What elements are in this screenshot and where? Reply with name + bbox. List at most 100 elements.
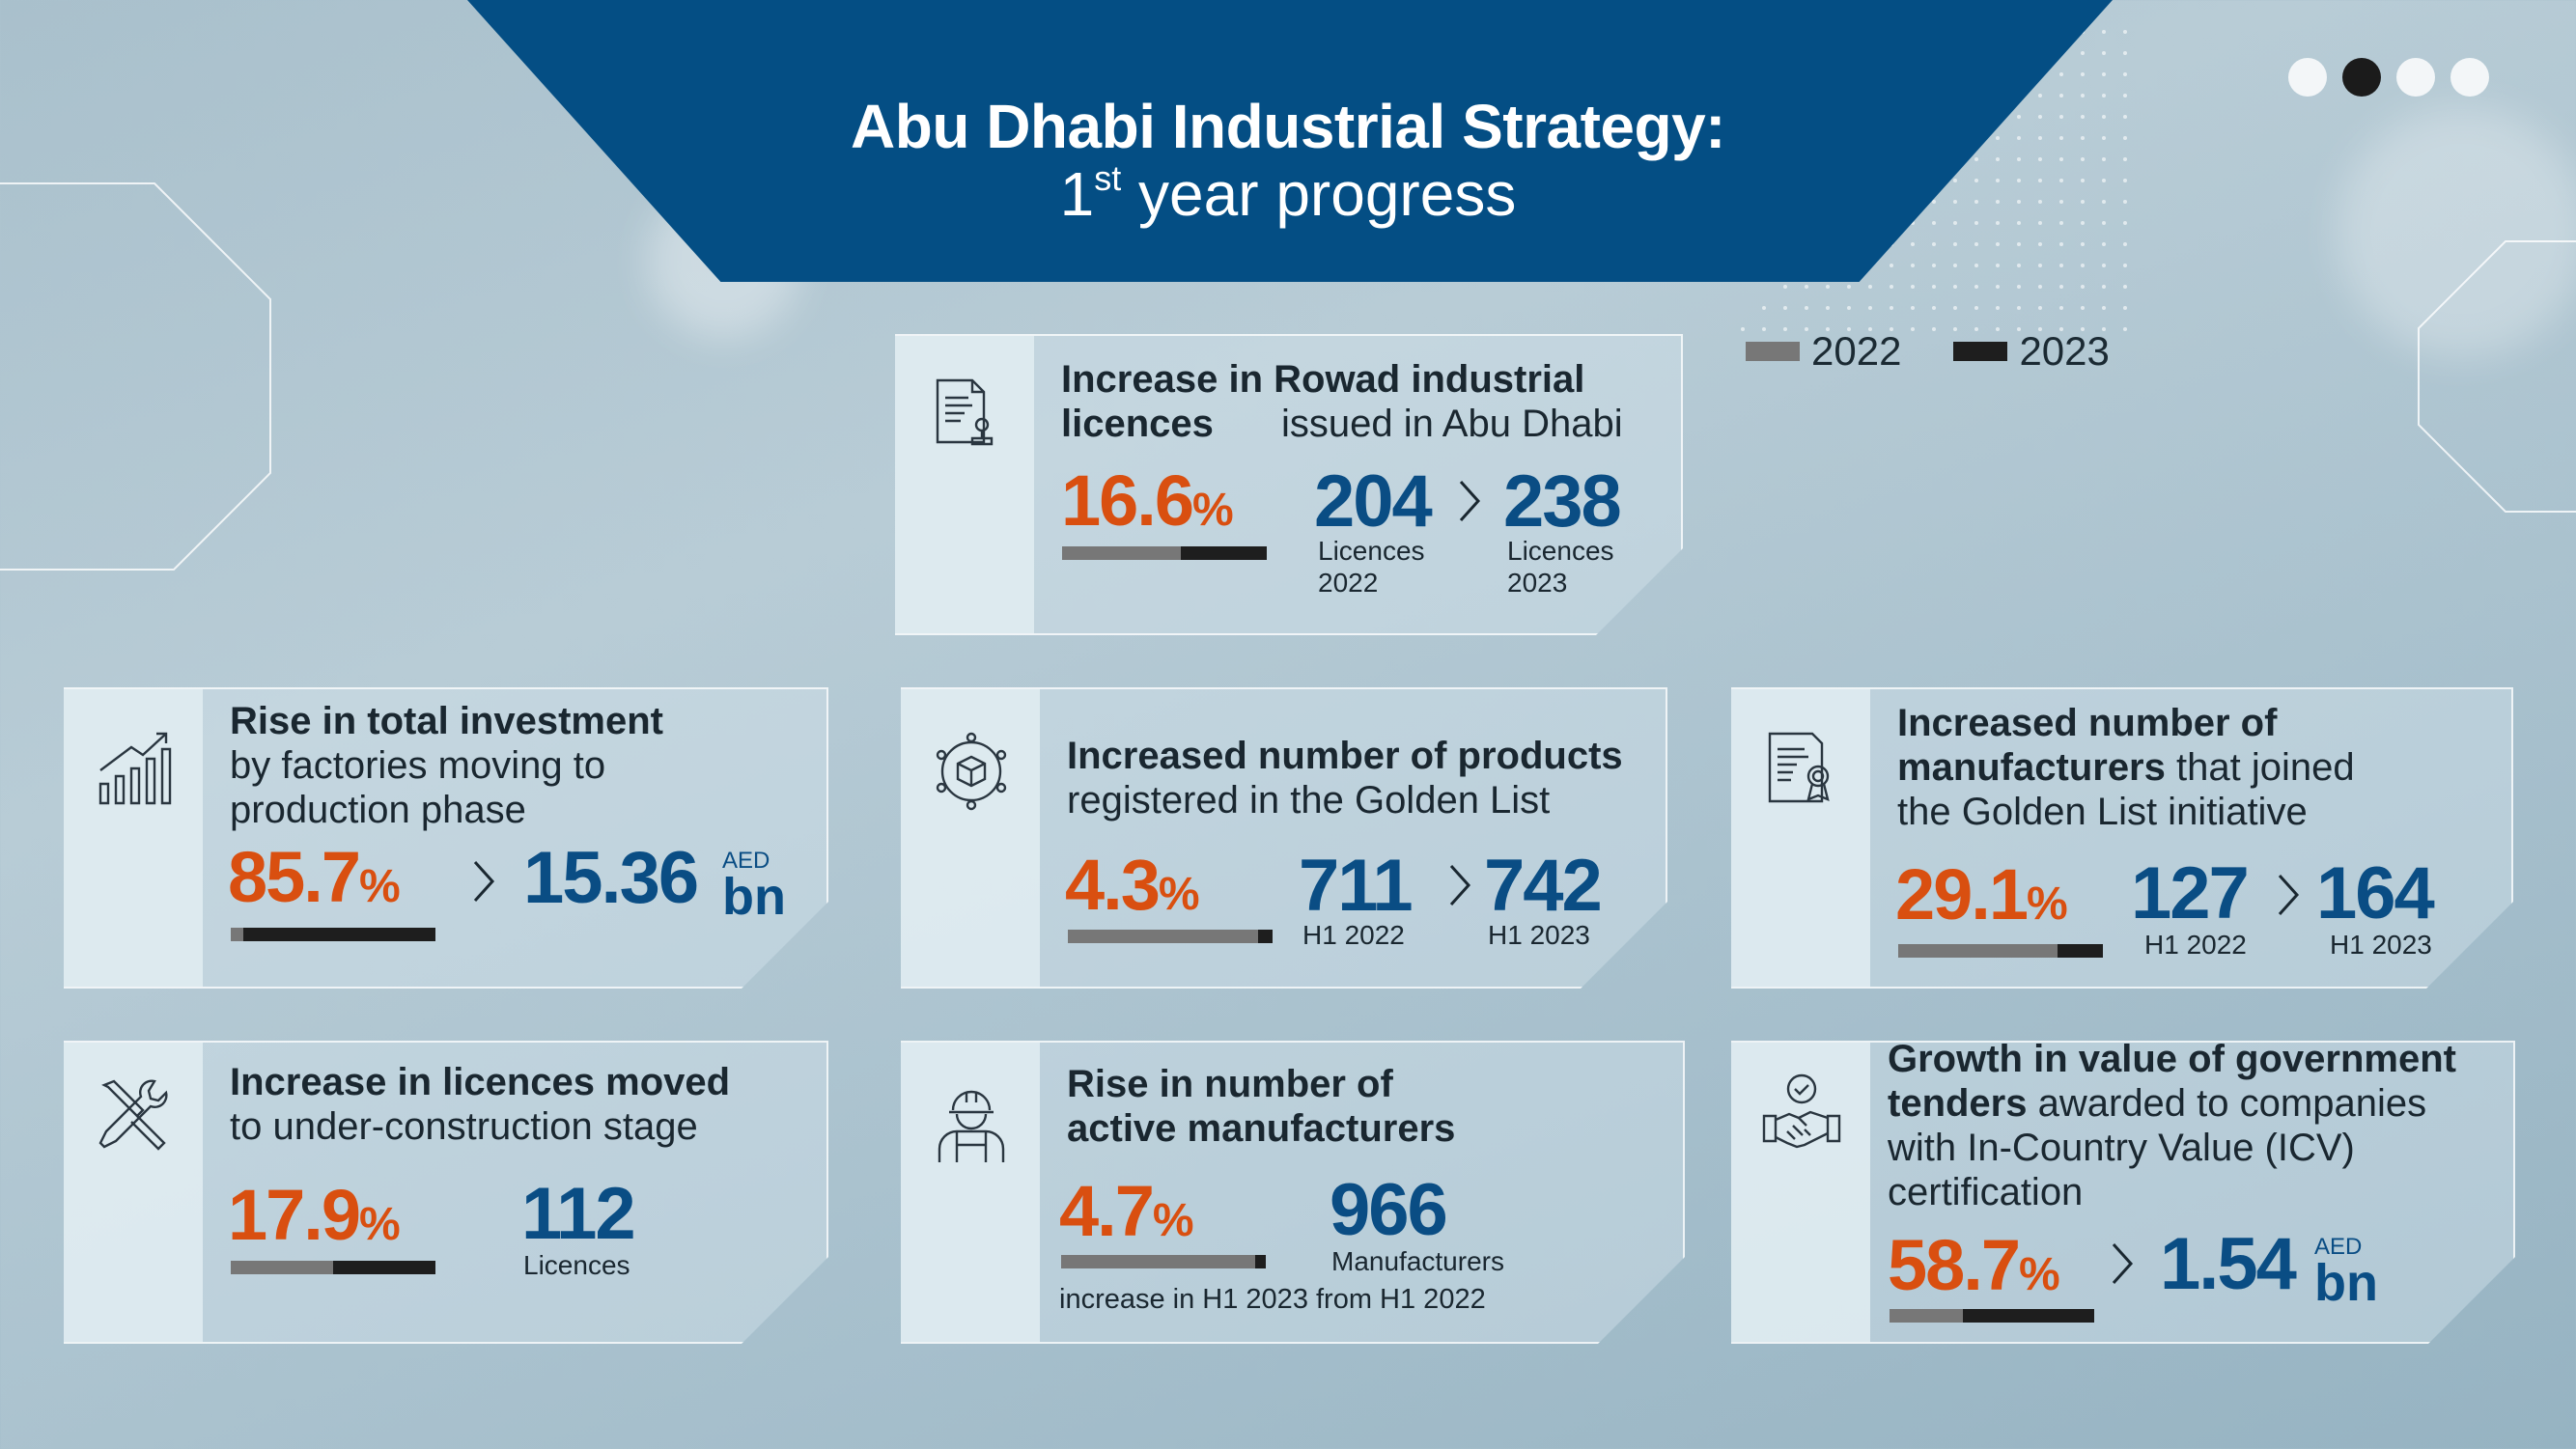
from-label: H1 2022: [2144, 929, 2247, 961]
card-title-line2: by factories moving to: [230, 743, 663, 788]
percentage-sign: %: [359, 1199, 401, 1250]
to-label-line2: 2023: [1507, 567, 1614, 599]
progress-bar: [231, 1261, 435, 1274]
card-title-bold: Increased number of: [1897, 701, 2355, 745]
from-label-line1: Licences: [1318, 535, 1425, 567]
pagination-dot-1[interactable]: [2288, 58, 2327, 97]
percentage-number: 16.6: [1061, 460, 1192, 541]
currency-unit: AED bn: [2314, 1236, 2378, 1307]
legend-swatch-2022: [1746, 342, 1800, 361]
card-title-line3: with In-Country Value (ICV): [1888, 1126, 2456, 1170]
progress-bar: [1068, 930, 1273, 943]
page-title: Abu Dhabi Industrial Strategy:: [0, 91, 2576, 162]
from-value: 127: [2131, 851, 2248, 935]
percentage-sign: %: [1153, 1195, 1194, 1246]
card-title-bold: Increased number of products: [1067, 734, 1623, 778]
card-active-manufacturers: Rise in number of active manufacturers 4…: [901, 1041, 1685, 1344]
percentage-sign: %: [359, 861, 401, 912]
progress-bar: [1062, 546, 1267, 560]
percentage-value: 17.9%: [228, 1174, 401, 1256]
percentage-sign: %: [1159, 869, 1200, 920]
document-stamp-icon: [924, 375, 1007, 458]
product-network-icon: [930, 730, 1013, 813]
card-total-investment: Rise in total investment by factories mo…: [64, 687, 828, 989]
progress-bar: [1898, 944, 2103, 958]
from-value: 204: [1314, 460, 1431, 543]
currency-bn: bn: [2314, 1259, 2378, 1307]
currency-unit: AED bn: [722, 850, 786, 921]
progress-bar-fill: [1068, 930, 1258, 943]
card-title-bold: Rise in number of: [1067, 1062, 1455, 1106]
card-title-rest: issued in Abu Dhabi: [1281, 402, 1623, 446]
investment-value: 15.36: [523, 836, 697, 920]
card-title-rest-2: that joined: [2166, 746, 2355, 789]
progress-bar-fill: [231, 1261, 333, 1274]
chevron-right-icon: [2110, 1241, 2135, 1286]
to-label-line1: Licences: [1507, 535, 1614, 567]
from-label: H1 2022: [1302, 919, 1405, 951]
pagination-dots: [2288, 58, 2489, 97]
page-subtitle: 1st year progress: [0, 158, 2576, 230]
card-title-bold-2: manufacturers: [1897, 746, 2166, 789]
percentage-number: 29.1: [1895, 854, 2027, 934]
percentage-value: 16.6%: [1061, 460, 1234, 542]
currency-bn: bn: [722, 873, 786, 921]
from-value: 711: [1299, 844, 1412, 928]
to-label: Licences 2023: [1507, 535, 1614, 599]
from-label: Licences 2022: [1318, 535, 1425, 599]
handshake-icon: [1760, 1072, 1843, 1155]
card-title-line4: certification: [1888, 1170, 2456, 1214]
to-value: 238: [1503, 460, 1620, 543]
legend-item-2022: 2022: [1746, 328, 1901, 375]
footnote: increase in H1 2023 from H1 2022: [1059, 1284, 1486, 1316]
card-title-line3: the Golden List initiative: [1897, 790, 2355, 834]
progress-bar: [231, 928, 435, 941]
progress-bar-fill: [1890, 1309, 1963, 1323]
percentage-sign: %: [2027, 878, 2068, 930]
legend-item-2023: 2023: [1953, 328, 2109, 375]
card-title: Rise in number of active manufacturers: [1067, 1062, 1455, 1151]
chevron-right-icon: [2276, 873, 2301, 917]
card-title: Rise in total investment by factories mo…: [230, 699, 663, 832]
legend-label-2022: 2022: [1811, 328, 1901, 375]
pagination-dot-3[interactable]: [2396, 58, 2435, 97]
card-title-rest-text: issued in Abu Dhabi: [1281, 403, 1623, 445]
percentage-number: 17.9: [228, 1175, 359, 1255]
percentage-value: 58.7%: [1888, 1224, 2060, 1306]
percentage-value: 29.1%: [1895, 853, 2068, 935]
card-title-bold: Increase in licences moved: [230, 1060, 730, 1104]
worker-icon: [930, 1081, 1013, 1164]
to-value: 742: [1484, 844, 1601, 928]
chevron-right-icon: [1447, 863, 1472, 907]
certificate-icon: [1760, 728, 1843, 811]
growth-chart-icon: [93, 728, 176, 811]
card-title: Increased number of manufacturers that j…: [1897, 701, 2355, 834]
percentage-value: 4.3%: [1065, 844, 1200, 926]
legend: 2022 2023: [1746, 328, 2110, 375]
pagination-dot-4[interactable]: [2450, 58, 2489, 97]
percentage-sign: %: [2019, 1249, 2060, 1300]
progress-bar-fill: [1062, 546, 1181, 560]
card-golden-list-manufacturers: Increased number of manufacturers that j…: [1731, 687, 2513, 989]
card-title-line2: tenders awarded to companies: [1888, 1081, 2456, 1126]
from-label-line2: 2022: [1318, 567, 1425, 599]
card-title-bold-2: tenders: [1888, 1082, 2028, 1125]
pagination-dot-2-active[interactable]: [2342, 58, 2381, 97]
card-title-bold: Growth in value of government: [1888, 1037, 2456, 1081]
decorative-octagon: [0, 174, 280, 579]
subtitle-text: year progress: [1121, 159, 1516, 229]
subtitle-ordinal: 1: [1060, 159, 1095, 229]
manufacturer-count: 966: [1330, 1168, 1446, 1252]
card-title-line2: registered in the Golden List: [1067, 778, 1623, 822]
percentage-value: 4.7%: [1059, 1170, 1194, 1252]
chevron-right-icon: [471, 859, 496, 904]
tender-value: 1.54: [2160, 1222, 2295, 1306]
to-label: H1 2023: [2330, 929, 2432, 961]
card-title-bold: Rise in total investment: [230, 699, 663, 743]
card-title-bold-2: active manufacturers: [1067, 1106, 1455, 1151]
progress-bar: [1061, 1255, 1266, 1268]
card-title-rest-2: awarded to companies: [2028, 1082, 2427, 1125]
decorative-octagon: [2414, 237, 2576, 516]
progress-bar: [1890, 1309, 2094, 1323]
licence-count-label: Licences: [523, 1249, 630, 1281]
